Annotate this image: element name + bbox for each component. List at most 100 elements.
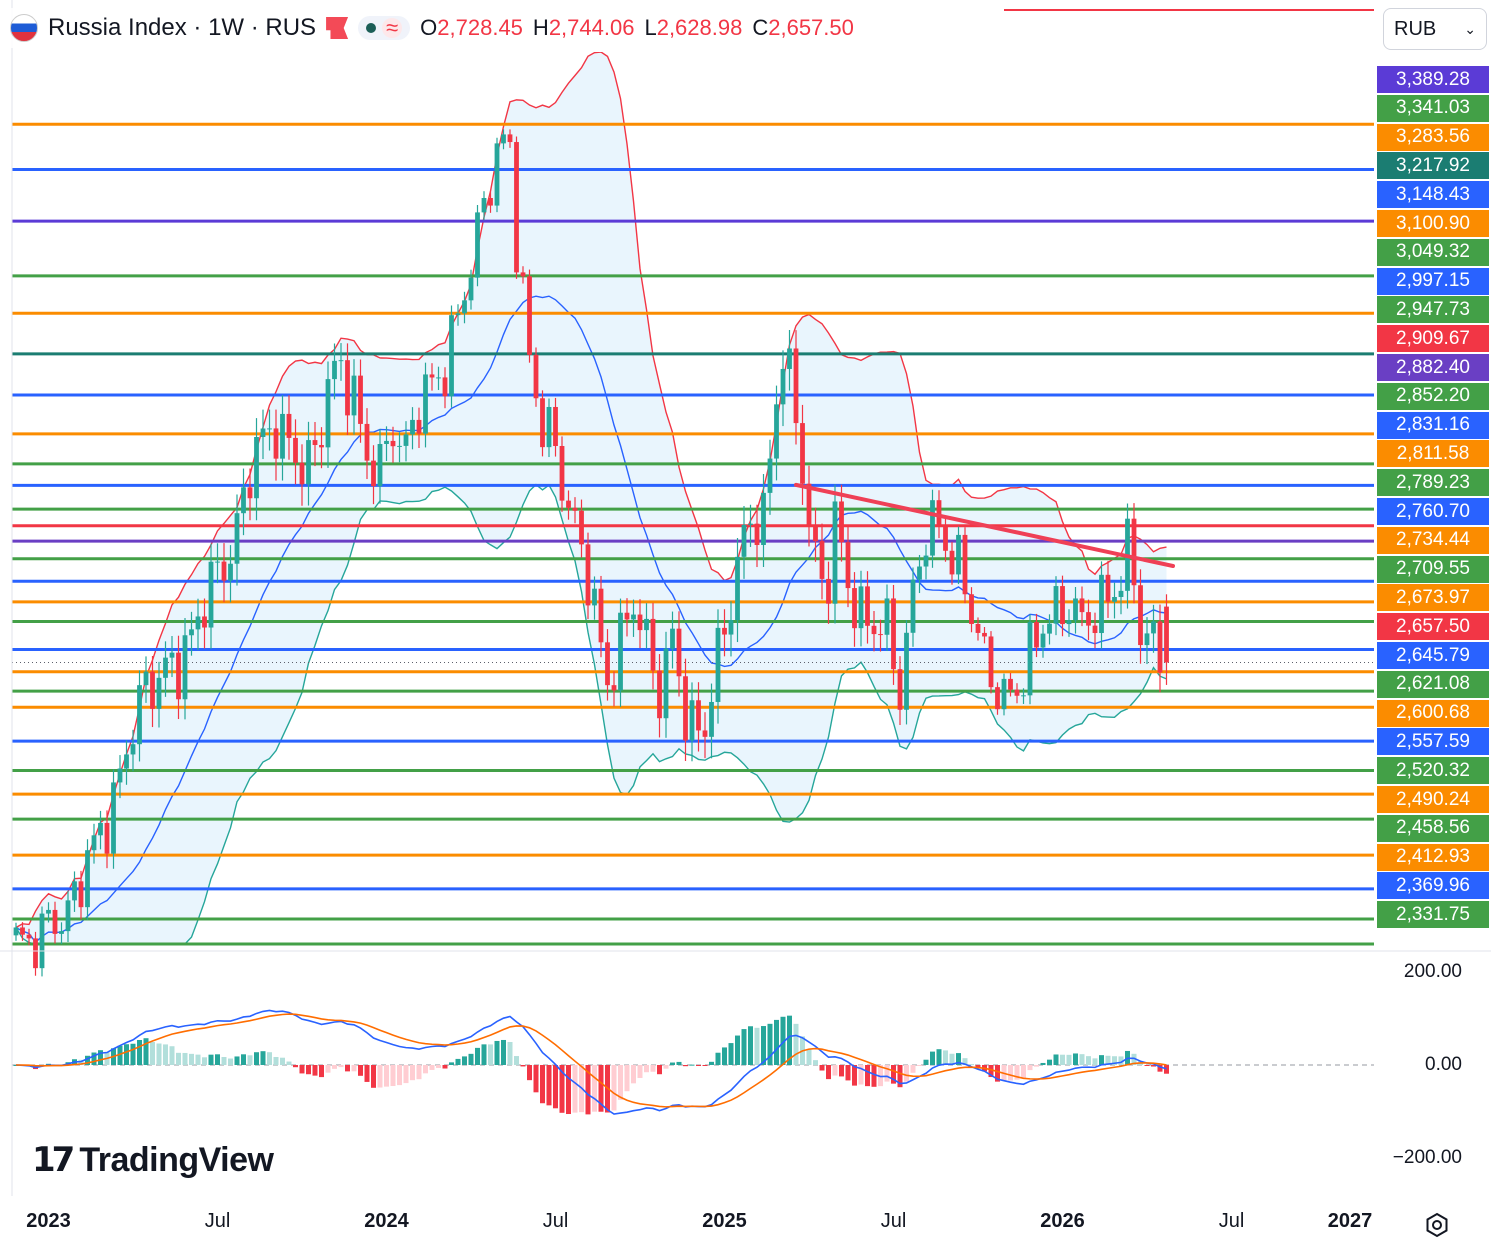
macd-histogram-bar [98,1050,103,1065]
macd-histogram-bar [501,1039,506,1065]
macd-histogram-bar [585,1065,591,1115]
candle-body [280,413,285,459]
macd-histogram-bar [852,1065,857,1086]
candle-body [150,671,155,709]
macd-histogram-bar [702,1065,708,1066]
macd-histogram-bar [156,1043,162,1065]
price-axis-label: 3,389.28 [1377,66,1489,93]
status-pill[interactable]: ≈ [358,16,411,40]
candle-body [553,406,558,447]
candle-body [1021,695,1026,697]
macd-histogram-bar [364,1065,370,1082]
macd-histogram-bar [748,1026,753,1065]
candle-body [46,909,51,914]
macd-histogram-bar [1060,1054,1065,1065]
candle-body [371,460,376,487]
candle-body [377,443,383,487]
macd-axis-label: 0.00 [1425,1054,1462,1075]
macd-histogram-bar [884,1065,890,1082]
macd-histogram-bar [767,1023,773,1065]
macd-histogram-bar [650,1065,656,1072]
currency-select[interactable]: RUB ⌄ [1383,8,1487,50]
candle-body [761,492,766,546]
candle-body [969,594,974,624]
candle-body [754,523,760,546]
macd-histogram-bar [832,1065,838,1076]
candle-body [319,445,324,448]
candle-body [234,513,240,564]
candle-body [540,398,545,448]
macd-histogram-bar [215,1054,220,1065]
macd-histogram-bar [1021,1065,1026,1079]
macd-histogram-bar [559,1065,565,1113]
macd-histogram-bar [930,1051,935,1065]
candle-body [1040,633,1046,648]
candle-body [488,197,493,206]
macd-histogram-bar [124,1044,129,1065]
candle-body [982,632,987,637]
macd-histogram-bar [657,1065,662,1075]
candle-body [293,437,298,463]
candle-body [897,669,903,710]
candle-body [202,616,207,628]
macd-histogram-bar [358,1065,363,1076]
macd-histogram-bar [969,1064,974,1066]
candle-body [462,300,467,314]
candle-body [338,360,344,362]
macd-histogram-bar [618,1065,623,1100]
macd-histogram-bar [904,1065,909,1082]
macd-histogram-bar [1157,1065,1163,1072]
macd-histogram-bar [143,1038,149,1065]
macd-histogram-bar [338,1065,344,1068]
candle-body [819,541,825,579]
candle-body [858,586,864,629]
candle-body [527,276,532,355]
macd-histogram-bar [527,1065,532,1081]
macd-histogram-bar [384,1065,389,1087]
macd-histogram-bar [221,1057,227,1065]
candle-body [13,927,19,936]
candle-body [949,550,955,575]
price-axis-label: 2,831.16 [1377,411,1489,439]
price-axis-label: 3,217.92 [1377,152,1489,180]
flag-marker-icon[interactable] [326,17,349,39]
macd-histogram-bar [312,1065,318,1076]
macd-histogram-bar [553,1065,558,1109]
macd-histogram-bar [163,1044,168,1065]
macd-histogram-bar [813,1060,818,1065]
signal-line [15,1013,1167,1108]
candle-body [403,434,409,446]
candle-body [247,487,253,499]
macd-histogram-bar [839,1065,844,1077]
candle-body [891,598,896,670]
ohlc-values: O2,728.45 H2,744.06 L2,628.98 C2,657.50 [420,15,854,41]
candle-body [228,563,233,581]
candle-body [312,440,318,446]
candle-body [416,419,422,434]
macd-histogram-bar [611,1065,617,1111]
price-axis-label: 2,621.08 [1377,670,1489,698]
time-axis-label: Jul [880,1210,907,1232]
tradingview-logo[interactable]: 17 TradingView [32,1140,274,1180]
macd-histogram-bar [1092,1058,1098,1065]
candle-body [962,534,968,595]
candle-body [793,348,799,424]
gear-icon[interactable] [1424,1212,1450,1238]
macd-histogram-bar [676,1061,682,1065]
symbol-title[interactable]: Russia Index · 1W · RUS [48,14,317,41]
macd-histogram-bar [189,1053,194,1065]
candle-body [169,652,175,658]
candle-body [956,534,961,575]
candle-body [514,142,519,273]
candle-body [624,612,630,620]
macd-histogram-bar [826,1065,831,1080]
trendline[interactable] [794,482,1175,568]
macd-histogram-bar [1151,1065,1156,1067]
candle-body [1079,598,1085,613]
candle-body [507,134,513,143]
candle-body [1131,518,1137,586]
candle-body [943,526,948,551]
macd-histogram-bar [1047,1059,1052,1065]
price-axis-label: 3,100.90 [1377,210,1489,237]
